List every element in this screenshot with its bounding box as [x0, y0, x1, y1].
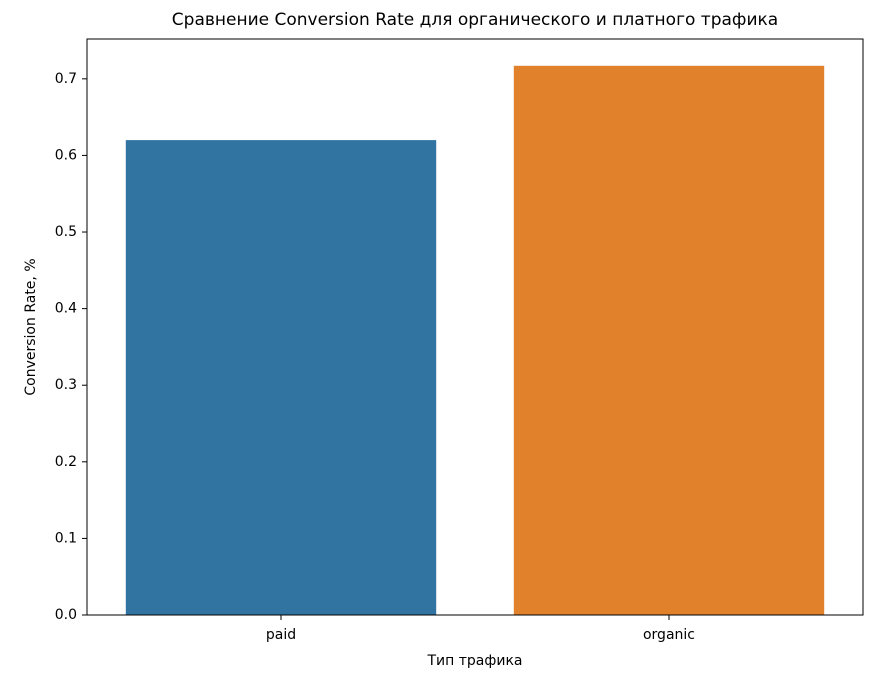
y-tick-label: 0.1 [55, 530, 77, 546]
y-tick-label: 0.4 [55, 301, 77, 317]
x-axis-label: Тип трафика [427, 653, 523, 669]
y-tick-label: 0.3 [55, 377, 77, 393]
bar [125, 140, 437, 615]
y-tick-label: 0.7 [55, 71, 77, 87]
chart-title: Сравнение Conversion Rate для органическ… [172, 10, 778, 30]
x-tick-label: paid [266, 627, 296, 643]
x-tick-label: organic [643, 627, 695, 643]
y-tick-label: 0.6 [55, 147, 77, 163]
y-axis-label: Conversion Rate, % [23, 258, 39, 395]
y-tick-label: 0.5 [55, 224, 77, 240]
plot-frame [86, 38, 864, 616]
y-tick-label: 0.0 [55, 607, 77, 623]
y-tick-label: 0.2 [55, 454, 77, 470]
bar [513, 65, 825, 615]
